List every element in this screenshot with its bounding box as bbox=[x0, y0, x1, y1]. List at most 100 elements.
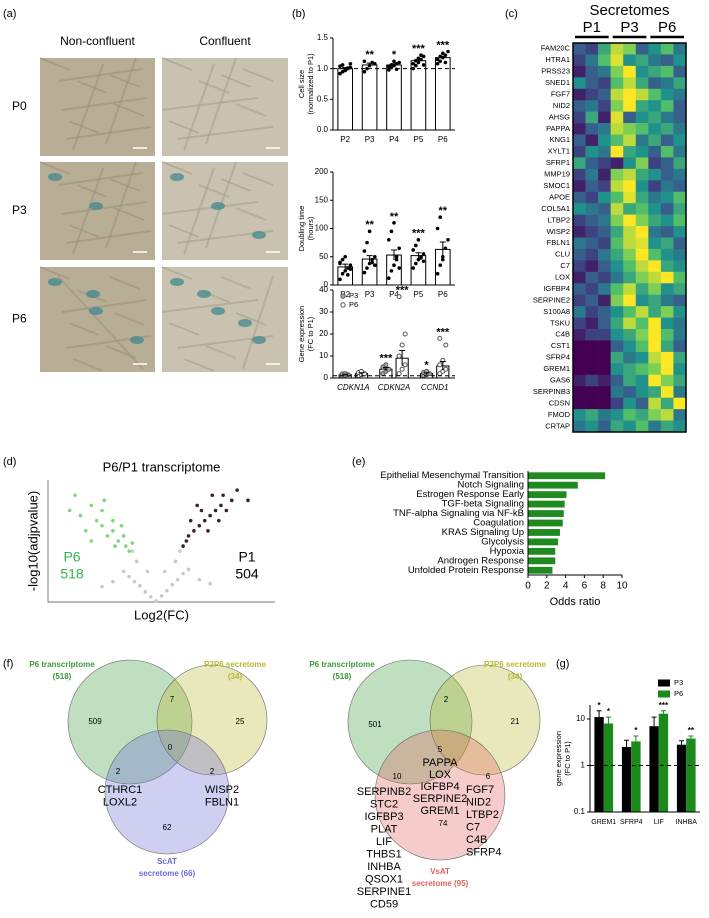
heatmap-cell bbox=[598, 88, 611, 101]
gene-label: PAPPA bbox=[422, 757, 458, 769]
heatmap-cell bbox=[623, 260, 637, 273]
data-point bbox=[102, 498, 107, 503]
data-point bbox=[414, 63, 418, 68]
heatmap-cell bbox=[623, 43, 637, 55]
heatmap-cell bbox=[573, 260, 586, 273]
heatmap-cell bbox=[623, 134, 637, 147]
y-axis-label: -log10(adjpvalue) bbox=[25, 491, 40, 591]
heatmap-cell bbox=[635, 43, 649, 55]
legend-swatch bbox=[658, 690, 670, 698]
cell-texture bbox=[109, 178, 141, 192]
cell-texture bbox=[161, 266, 193, 280]
row-label: FGF7 bbox=[551, 89, 570, 98]
heatmap-cell bbox=[648, 145, 662, 158]
data-point bbox=[397, 246, 402, 251]
data-point bbox=[208, 581, 212, 586]
heatmap-cell bbox=[648, 248, 662, 261]
heatmap-cell bbox=[635, 329, 649, 341]
heatmap-cell bbox=[598, 145, 611, 158]
data-point bbox=[94, 518, 99, 523]
cell-texture bbox=[57, 172, 144, 186]
heatmap-cell bbox=[598, 271, 611, 284]
cell-texture bbox=[235, 207, 267, 221]
data-point bbox=[421, 252, 426, 256]
cell-texture bbox=[183, 167, 215, 255]
row-label: P0 bbox=[12, 99, 27, 113]
heatmap-cell bbox=[623, 374, 637, 387]
data-point bbox=[162, 569, 167, 574]
data-point bbox=[387, 276, 391, 281]
data-point bbox=[84, 529, 88, 533]
heatmap-cell bbox=[635, 363, 649, 376]
row-label: SNED1 bbox=[545, 78, 570, 87]
heatmap-cell bbox=[635, 54, 649, 67]
region-count: 5 bbox=[438, 745, 443, 754]
heatmap-cell bbox=[585, 374, 599, 387]
heatmap-cell bbox=[610, 100, 624, 112]
heatmap-cell bbox=[598, 111, 611, 124]
heatmap-cell bbox=[673, 386, 687, 398]
heatmap-cell bbox=[573, 100, 586, 112]
data-point bbox=[383, 362, 389, 368]
y-axis-label: Doubling time bbox=[297, 206, 306, 252]
y-axis-label: (normalized to P1) bbox=[306, 53, 315, 115]
data-point bbox=[365, 66, 369, 71]
heatmap-cell bbox=[585, 363, 599, 376]
heatmap-cell bbox=[610, 306, 624, 318]
axes bbox=[47, 480, 275, 603]
heatmap-cell bbox=[635, 123, 649, 135]
heatmap-cell bbox=[598, 65, 611, 78]
heatmap-title: Secretomes bbox=[589, 2, 669, 19]
heatmap-cell bbox=[598, 386, 611, 398]
heatmap-cell bbox=[585, 100, 599, 112]
row-label: IGFBP4 bbox=[543, 284, 570, 293]
heatmap-cell bbox=[585, 43, 599, 55]
heatmap-cell bbox=[660, 77, 674, 90]
heatmap-cell bbox=[610, 134, 624, 147]
heatmap-cell bbox=[623, 237, 637, 250]
set-name: P3P6 secretome bbox=[484, 660, 546, 669]
data-point bbox=[392, 221, 396, 225]
heatmap-cell bbox=[573, 123, 586, 135]
heatmap-cell bbox=[623, 214, 637, 227]
y-tick-label: 0 bbox=[324, 280, 329, 289]
bar bbox=[528, 472, 606, 480]
heatmap-cell bbox=[585, 294, 599, 307]
cell-texture bbox=[168, 224, 200, 238]
row-label: SFRP1 bbox=[546, 158, 570, 167]
x-tick-label: P4 bbox=[389, 290, 399, 299]
heatmap-cell bbox=[660, 351, 674, 364]
data-point bbox=[394, 257, 399, 262]
cell-texture bbox=[235, 312, 267, 326]
x-tick-label: P6 bbox=[438, 290, 448, 299]
error-bar bbox=[423, 372, 430, 375]
significance-label: *** bbox=[396, 285, 410, 297]
heatmap-cell bbox=[610, 191, 624, 204]
data-point bbox=[206, 529, 210, 533]
heatmap-cell bbox=[635, 65, 649, 78]
heatmap-cell bbox=[648, 214, 662, 227]
y-tick-label: 1 bbox=[581, 761, 586, 770]
y-axis-label: Gene expression bbox=[297, 306, 306, 363]
data-point bbox=[111, 529, 115, 533]
heatmap-cell bbox=[585, 397, 599, 410]
heatmap-cell bbox=[585, 191, 599, 204]
y-tick-label: 10 bbox=[319, 351, 328, 360]
heatmap-cell bbox=[623, 363, 637, 376]
data-point bbox=[443, 246, 448, 251]
heatmap-cell bbox=[598, 157, 611, 170]
heatmap-cell bbox=[585, 226, 599, 238]
heatmap-cell bbox=[623, 271, 637, 284]
gene-label: LTBP2 bbox=[466, 809, 499, 821]
heatmap-cell bbox=[673, 237, 687, 250]
heatmap-cell bbox=[623, 317, 637, 330]
heatmap-cell bbox=[673, 420, 687, 433]
heatmap-cell bbox=[585, 329, 599, 341]
row-label: LTBP2 bbox=[548, 215, 570, 224]
significance-label: * bbox=[598, 701, 602, 710]
data-point bbox=[100, 584, 104, 589]
row-label: NID2 bbox=[553, 101, 570, 110]
heatmap-cell bbox=[635, 294, 649, 307]
y-tick-label: Epithelial Mesenchymal Transition bbox=[380, 470, 524, 481]
heatmap-cell bbox=[660, 123, 674, 135]
